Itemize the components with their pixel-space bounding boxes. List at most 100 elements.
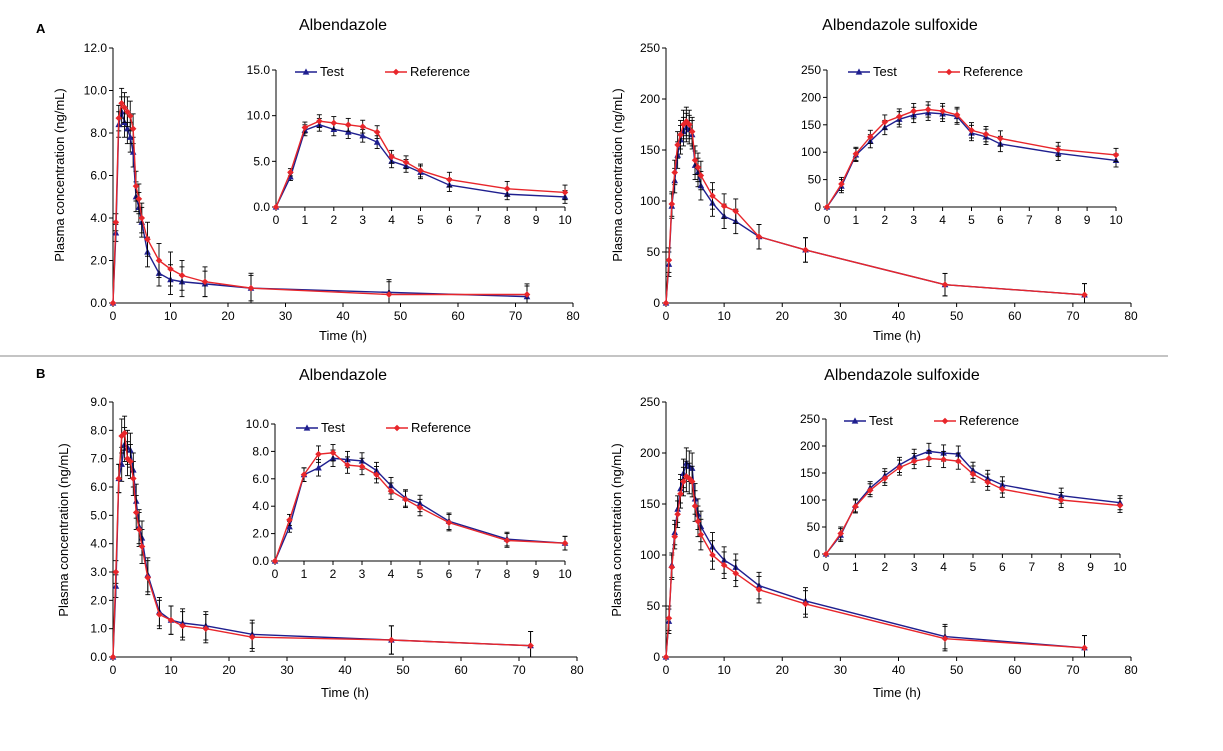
inset-point-reference — [503, 185, 511, 193]
inset-x-tick-label: 4 — [388, 567, 395, 581]
inset-point-test — [286, 523, 293, 530]
main-point-reference — [118, 99, 125, 107]
main-point-reference — [115, 114, 123, 122]
legend-label: Reference — [410, 64, 470, 79]
legend-marker — [303, 424, 311, 431]
main-x-tick-label: 30 — [279, 309, 293, 323]
legend-marker — [851, 417, 859, 424]
inset-point-reference — [823, 203, 831, 211]
inset-point-reference — [852, 503, 859, 510]
main-point-test — [124, 125, 131, 132]
main-point-reference — [683, 118, 690, 125]
main-y-tick-label: 200 — [640, 92, 660, 106]
inset-x-tick-label: 0 — [823, 560, 830, 574]
inset-y-tick-label: 100 — [800, 493, 820, 507]
inset-point-reference — [982, 130, 990, 138]
main-point-reference — [132, 509, 140, 516]
inset-point-reference — [417, 167, 424, 174]
main-point-reference — [665, 614, 673, 622]
main-point-reference — [156, 611, 163, 618]
y-axis-label: Plasma concentration (ng/mL) — [56, 443, 71, 616]
main-point-reference — [668, 563, 676, 571]
main-x-tick-label: 30 — [834, 663, 848, 677]
inset-y-tick-label: 6.0 — [252, 472, 269, 486]
legend-item-reference: Reference — [385, 64, 470, 79]
y-axis-label: Plasma concentration (ng/mL) — [609, 443, 624, 616]
inset-point-reference — [999, 485, 1006, 493]
main-point-reference — [112, 568, 120, 576]
main-point-reference — [802, 600, 809, 608]
inset-x-tick-label: 8 — [1055, 213, 1062, 227]
inset-x-tick-label: 10 — [1109, 213, 1123, 227]
inset-y-tick-label: 15.0 — [247, 63, 271, 77]
legend-label: Test — [873, 64, 897, 79]
inset-x-tick-label: 6 — [446, 213, 453, 227]
inset-x-tick-label: 10 — [1113, 560, 1127, 574]
main-point-reference — [138, 543, 146, 550]
main-point-reference — [680, 121, 687, 128]
inset-x-tick-label: 9 — [533, 213, 540, 227]
inset-y-tick-label: 150 — [800, 466, 820, 480]
main-y-tick-label: 150 — [640, 497, 660, 511]
main-point-reference — [1081, 291, 1088, 299]
chart-title: Albendazole sulfoxide — [822, 17, 978, 34]
chart-title: Albendazole — [299, 367, 387, 384]
chart-title: Albendazole — [299, 17, 387, 34]
main-y-tick-label: 12.0 — [84, 41, 108, 55]
main-x-tick-label: 20 — [776, 309, 790, 323]
legend-marker — [392, 68, 400, 76]
inset-point-reference — [955, 457, 962, 465]
main-point-reference — [202, 625, 210, 632]
main-series-line-reference — [112, 101, 527, 304]
legend-label: Test — [320, 64, 344, 79]
panel-label-b: B — [36, 366, 45, 381]
main-point-reference — [665, 256, 673, 264]
main-point-reference — [662, 653, 670, 661]
main-point-reference — [755, 233, 763, 240]
inset-point-reference — [867, 133, 874, 141]
inset-point-reference — [953, 111, 961, 119]
main-point-reference — [709, 192, 716, 200]
main-point-reference — [691, 502, 699, 510]
main-y-tick-label: 0 — [653, 650, 660, 664]
main-y-tick-label: 8.0 — [90, 126, 107, 140]
main-point-reference — [688, 128, 696, 135]
inset-x-tick-label: 10 — [558, 567, 572, 581]
inset-x-tick-label: 2 — [330, 567, 337, 581]
inset-x-tick-label: 3 — [911, 560, 918, 574]
main-point-reference — [127, 458, 134, 465]
main-point-reference — [112, 218, 120, 226]
main-point-reference — [135, 526, 143, 533]
main-x-tick-label: 40 — [336, 309, 350, 323]
inset-x-tick-label: 3 — [910, 213, 917, 227]
main-x-tick-label: 70 — [1066, 663, 1080, 677]
main-point-reference — [732, 570, 740, 577]
main-point-reference — [201, 278, 209, 286]
inset-point-test — [359, 132, 366, 139]
x-axis-label: Time (h) — [321, 685, 369, 700]
legend-item-reference: Reference — [938, 64, 1023, 79]
inset-chart: 0 1 2 3 4 5 6 7 8 9 10 0.0 2.0 4.0 6.0 8.0 10.0 Test Refer… — [246, 417, 572, 581]
main-point-reference — [247, 284, 255, 292]
inset-point-reference — [329, 449, 337, 457]
inset-point-reference — [881, 118, 889, 126]
inset-y-tick-label: 0 — [814, 200, 821, 214]
inset-y-tick-label: 8.0 — [252, 444, 269, 458]
inset-x-tick-label: 7 — [475, 213, 482, 227]
inset-point-reference — [1057, 496, 1065, 504]
main-x-tick-label: 80 — [1124, 309, 1138, 323]
inset-x-tick-label: 9 — [1087, 560, 1094, 574]
legend: Test Reference — [295, 64, 470, 79]
main-y-tick-label: 0.0 — [90, 296, 107, 310]
main-point-reference — [248, 633, 256, 641]
inset-series-line-test — [274, 457, 566, 562]
main-point-reference — [109, 653, 117, 661]
inset-y-tick-label: 100 — [801, 145, 821, 159]
main-point-reference — [941, 635, 949, 642]
panel-label-a: A — [36, 21, 46, 36]
main-x-tick-label: 10 — [717, 309, 731, 323]
main-y-tick-label: 100 — [640, 548, 660, 562]
inset-point-reference — [822, 550, 830, 558]
